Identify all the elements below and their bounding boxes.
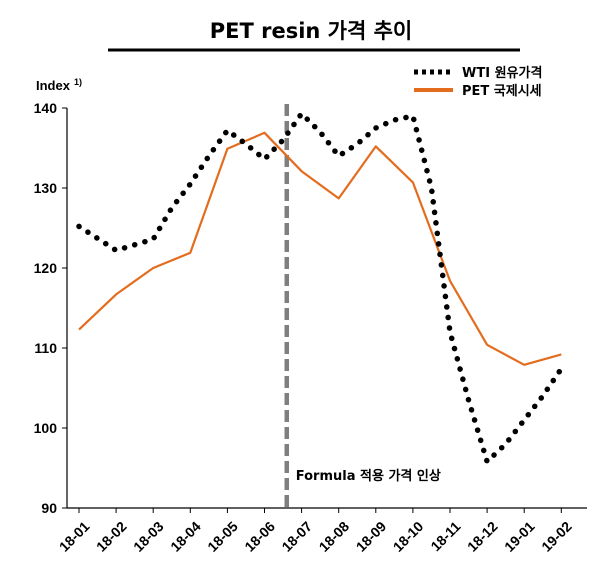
legend-label-wti: WTI 원유가격 [462,66,542,81]
chart-title: PET resin 가격 추이 [210,19,413,43]
y-tick-label: 140 [34,100,58,116]
annotations: Formula 적용 가격 인상 [284,104,441,508]
x-tick-label: 18-02 [93,518,130,555]
y-tick-label: 100 [34,420,58,436]
x-tick-label: 18-10 [390,518,427,555]
x-tick-label: 18-01 [56,518,93,555]
y-tick-label: 130 [34,180,58,196]
series-line-wti [76,110,565,465]
x-tick-label: 19-01 [501,518,538,555]
legend: WTI 원유가격 PET 국제시세 [414,66,542,99]
x-tick-label: 18-06 [241,518,278,555]
x-tick-label: 18-04 [167,518,204,555]
x-tick-label: 18-08 [316,518,353,555]
x-tick-label: 18-09 [353,518,390,555]
x-ticks: 18-01 18-02 18-03 18-04 18-05 18-06 18-07 18-08… [56,508,575,555]
y-tick-label: 110 [34,340,57,356]
x-tick-label: 18-11 [427,518,463,554]
y-ticks: 90 100 110 120 130 140 [34,100,67,516]
x-tick-label: 18-05 [204,518,241,555]
y-axis-label: Index 1) [36,77,82,93]
x-tick-label: 18-12 [464,518,501,555]
formula-annotation-label: Formula 적용 가격 인상 [296,468,441,484]
y-tick-label: 120 [34,260,58,276]
y-tick-label: 90 [41,500,57,516]
x-tick-label: 19-02 [538,518,575,555]
x-tick-label: 18-03 [130,518,167,555]
legend-label-pet: PET 국제시세 [462,84,542,99]
x-tick-label: 18-07 [278,518,315,555]
series-line-pet [78,131,562,366]
series-layer [76,110,565,465]
